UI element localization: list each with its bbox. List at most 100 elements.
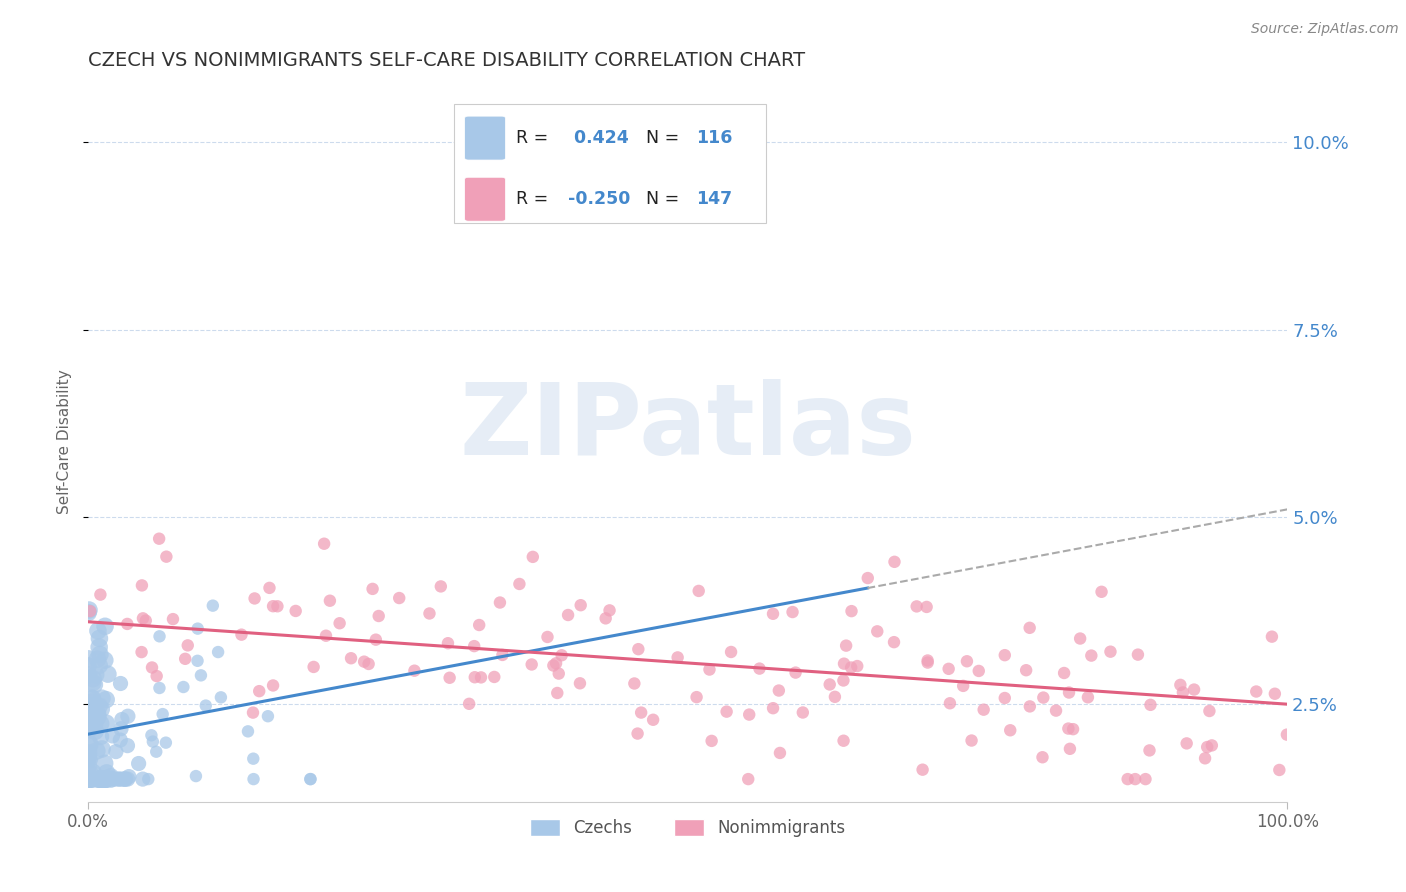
Point bbox=[79, 736, 101, 750]
Point bbox=[688, 583, 710, 598]
Point bbox=[89, 632, 111, 646]
Point bbox=[96, 692, 118, 706]
Point bbox=[939, 696, 962, 710]
Point bbox=[77, 659, 100, 673]
Point bbox=[1171, 685, 1194, 699]
Point bbox=[89, 640, 111, 654]
Point bbox=[866, 624, 889, 639]
Point bbox=[1015, 663, 1038, 677]
Point bbox=[792, 706, 814, 720]
Point bbox=[77, 750, 100, 764]
Point bbox=[77, 772, 100, 786]
Point bbox=[299, 772, 322, 786]
Point bbox=[187, 622, 209, 636]
Point bbox=[967, 664, 990, 678]
Point bbox=[626, 726, 648, 740]
Point bbox=[388, 591, 411, 605]
Text: N =: N = bbox=[645, 129, 679, 147]
Point bbox=[89, 588, 111, 602]
Point bbox=[80, 717, 103, 731]
Point bbox=[117, 616, 139, 631]
Point bbox=[1000, 723, 1022, 738]
Point bbox=[112, 772, 135, 786]
Point bbox=[1139, 743, 1161, 757]
Point bbox=[319, 593, 342, 607]
Point bbox=[94, 772, 117, 786]
Point bbox=[242, 752, 264, 766]
Point bbox=[91, 742, 114, 756]
Point bbox=[111, 713, 134, 727]
Point bbox=[262, 678, 284, 692]
Point bbox=[231, 627, 253, 641]
Point bbox=[905, 599, 928, 614]
Point bbox=[110, 733, 132, 747]
Point bbox=[107, 772, 129, 786]
Point bbox=[103, 772, 125, 786]
Text: 116: 116 bbox=[696, 129, 733, 147]
Point bbox=[83, 678, 105, 692]
Point bbox=[856, 571, 879, 585]
Point bbox=[84, 724, 107, 739]
Point bbox=[83, 717, 105, 731]
Point bbox=[1059, 741, 1081, 756]
Point bbox=[86, 744, 108, 758]
Point bbox=[832, 673, 855, 688]
Point bbox=[141, 660, 163, 674]
Point bbox=[93, 756, 115, 771]
Text: ZIPatlas: ZIPatlas bbox=[460, 379, 917, 476]
Point bbox=[82, 691, 104, 706]
Point bbox=[90, 691, 112, 706]
Point bbox=[194, 698, 217, 713]
Point bbox=[557, 607, 579, 622]
Point bbox=[1261, 630, 1284, 644]
Point bbox=[666, 650, 689, 665]
Point bbox=[550, 648, 572, 663]
Point bbox=[90, 716, 112, 731]
Point bbox=[77, 772, 100, 786]
Point bbox=[489, 595, 512, 609]
Point bbox=[80, 698, 103, 713]
FancyBboxPatch shape bbox=[454, 104, 766, 223]
Point bbox=[737, 772, 759, 786]
Point bbox=[77, 716, 100, 731]
Point bbox=[994, 648, 1017, 662]
Point bbox=[136, 772, 159, 786]
Point bbox=[114, 772, 136, 786]
Point bbox=[190, 668, 212, 682]
Point bbox=[748, 662, 770, 676]
Point bbox=[243, 591, 266, 606]
Point bbox=[101, 772, 124, 786]
Point bbox=[132, 772, 155, 786]
Point bbox=[77, 772, 100, 786]
Point bbox=[522, 549, 544, 564]
Point bbox=[207, 645, 229, 659]
Point bbox=[468, 618, 491, 632]
Point bbox=[357, 657, 380, 671]
Point bbox=[1057, 722, 1080, 736]
Point bbox=[1080, 648, 1102, 663]
Point bbox=[86, 652, 108, 666]
Point bbox=[952, 679, 974, 693]
Point bbox=[77, 606, 100, 620]
Point bbox=[841, 604, 863, 618]
Text: 0.424: 0.424 bbox=[568, 129, 628, 147]
Point bbox=[917, 656, 939, 670]
Point bbox=[883, 555, 905, 569]
Point bbox=[82, 765, 104, 780]
Point bbox=[77, 746, 100, 760]
Point bbox=[520, 657, 543, 672]
Point bbox=[155, 736, 177, 750]
Point bbox=[82, 672, 104, 686]
Point bbox=[247, 684, 270, 698]
Point bbox=[91, 772, 114, 786]
Point bbox=[302, 660, 325, 674]
Point bbox=[89, 658, 111, 673]
Point bbox=[630, 706, 652, 720]
Point bbox=[101, 729, 124, 743]
Point bbox=[148, 629, 170, 643]
Point bbox=[110, 722, 132, 736]
Text: 147: 147 bbox=[696, 190, 733, 208]
Point bbox=[782, 605, 804, 619]
Point bbox=[162, 612, 184, 626]
Point bbox=[174, 652, 197, 666]
